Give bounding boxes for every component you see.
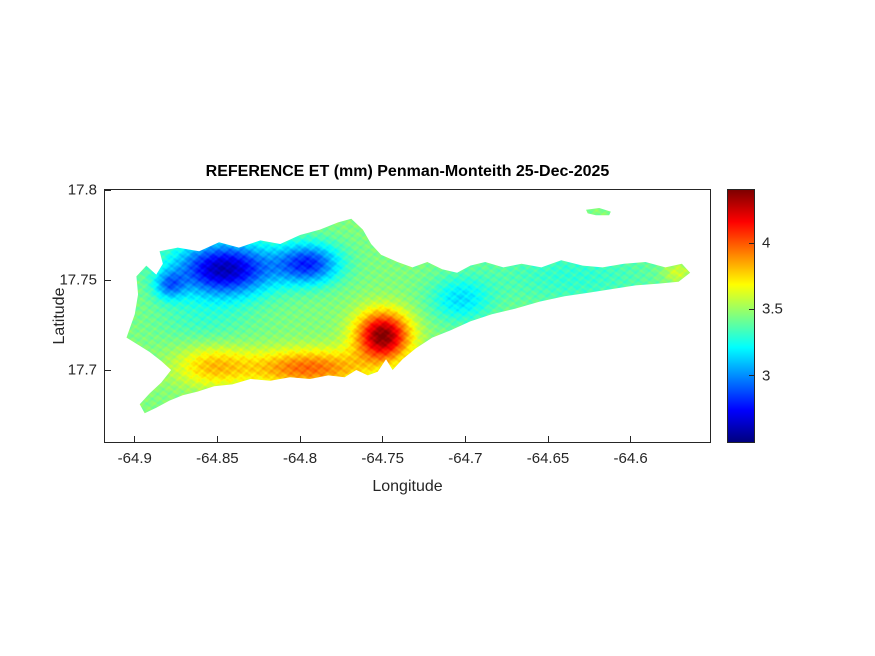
x-tick-mark-6	[630, 436, 632, 442]
colorbar-tick-label-1: 3.5	[762, 300, 783, 318]
x-tick-label-6: -64.6	[613, 450, 648, 467]
plot-area	[105, 190, 710, 442]
x-tick-label-3: -64.75	[361, 450, 404, 467]
x-tick-mark-2	[299, 436, 301, 442]
colorbar-tick-mark-0	[749, 375, 754, 377]
x-tick-label-4: -64.7	[448, 450, 483, 467]
x-tick-mark-4	[464, 436, 466, 442]
colorbar	[728, 190, 754, 442]
x-axis-label: Longitude	[372, 478, 443, 495]
y-tick-mark-1	[105, 279, 111, 281]
chart-title: REFERENCE ET (mm) Penman-Monteith 25-Dec…	[205, 163, 610, 180]
x-tick-label-0: -64.9	[117, 450, 152, 467]
y-tick-mark-0	[105, 369, 111, 371]
colorbar-tick-label-2: 4	[762, 234, 771, 252]
x-tick-label-2: -64.8	[282, 450, 318, 467]
y-axis-label: Latitude	[51, 287, 68, 345]
y-tick-label-2: 17.8	[67, 181, 97, 199]
x-tick-mark-0	[134, 436, 136, 442]
colorbar-tick-mark-1	[749, 308, 754, 310]
heatmap-canvas	[105, 190, 710, 442]
x-tick-label-1: -64.85	[196, 450, 239, 467]
y-tick-label-1: 17.75	[59, 271, 97, 289]
y-tick-label-0: 17.7	[67, 361, 97, 379]
y-tick-mark-2	[105, 189, 111, 191]
x-tick-label-5: -64.65	[526, 450, 570, 467]
x-tick-mark-5	[547, 436, 549, 442]
x-tick-mark-1	[216, 436, 218, 442]
x-tick-mark-3	[382, 436, 384, 442]
colorbar-tick-mark-2	[749, 242, 754, 244]
colorbar-tick-label-0: 3	[762, 367, 771, 385]
